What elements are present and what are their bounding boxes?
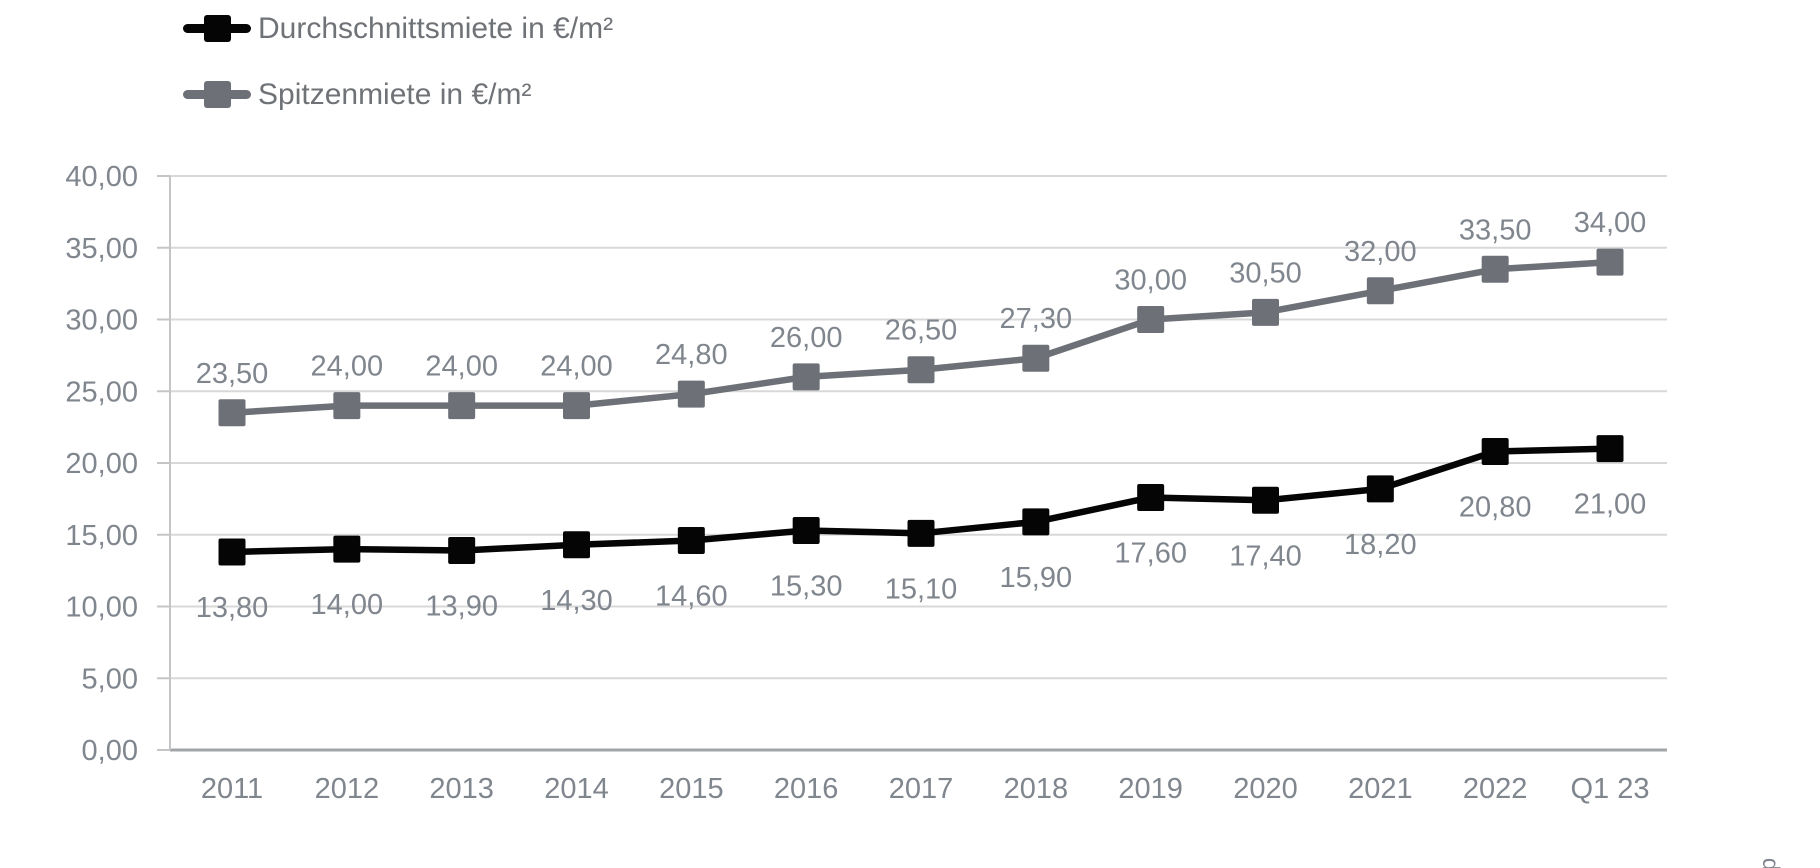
data-label: 15,90: [1000, 562, 1073, 594]
data-point-marker: [1596, 435, 1624, 463]
x-tick-label: 2014: [544, 773, 609, 805]
data-label: 17,60: [1114, 537, 1187, 569]
x-tick-label: 2020: [1233, 773, 1298, 805]
data-label: 20,80: [1459, 492, 1532, 524]
data-point-marker: [1137, 483, 1165, 511]
data-point-marker: [677, 380, 705, 408]
x-tick-label: Q1 23: [1571, 773, 1650, 805]
data-label: 24,80: [655, 339, 728, 371]
data-point-marker: [563, 531, 590, 559]
source-attribution: Quelle: NAI apollo group: [1755, 858, 1782, 868]
data-point-marker: [792, 516, 820, 544]
data-point-marker: [1252, 486, 1279, 514]
data-point-marker: [792, 363, 820, 391]
x-tick-label: 2018: [1004, 773, 1069, 805]
y-tick-label: 35,00: [65, 233, 138, 265]
data-label: 13,80: [196, 592, 269, 624]
x-tick-label: 2019: [1118, 773, 1183, 805]
data-label: 34,00: [1574, 207, 1647, 239]
data-label: 26,50: [885, 315, 958, 347]
legend-label-durchschnittsmiete: Durchschnittsmiete in €/m²: [258, 12, 614, 45]
legend-marker-durchschnittsmiete-icon: [183, 10, 251, 47]
data-point-marker: [1022, 344, 1050, 372]
data-point-marker: [1366, 475, 1394, 503]
y-tick-label: 25,00: [65, 376, 138, 408]
x-tick-label: 2017: [889, 773, 954, 805]
data-point-marker: [1481, 255, 1509, 283]
data-point-marker: [907, 519, 935, 547]
data-point-marker: [218, 538, 246, 566]
data-point-marker: [448, 537, 476, 565]
y-tick-label: 40,00: [65, 161, 138, 193]
data-label: 14,30: [540, 585, 613, 617]
data-point-marker: [677, 526, 705, 554]
data-label: 17,40: [1229, 540, 1302, 572]
data-point-marker: [1252, 298, 1279, 326]
data-label: 24,00: [425, 351, 498, 383]
data-label: 13,90: [425, 591, 498, 623]
data-label: 15,10: [885, 573, 958, 605]
data-point-marker: [563, 392, 590, 420]
data-point-marker: [333, 535, 361, 563]
data-label: 30,00: [1114, 265, 1187, 297]
data-point-marker: [1022, 508, 1050, 536]
y-tick-label: 10,00: [65, 592, 138, 624]
data-point-marker: [907, 356, 935, 384]
data-label: 21,00: [1574, 489, 1647, 521]
y-tick-label: 0,00: [82, 735, 138, 767]
data-point-marker: [448, 392, 476, 420]
y-tick-label: 15,00: [65, 520, 138, 552]
data-point-marker: [1137, 306, 1165, 333]
chart-legend: Durchschnittsmiete in €/m² Spitzenmiete …: [183, 10, 613, 113]
x-tick-label: 2013: [429, 773, 494, 805]
data-point-marker: [1596, 248, 1624, 276]
x-tick-label: 2022: [1463, 773, 1528, 805]
y-tick-label: 20,00: [65, 448, 138, 480]
y-tick-label: 5,00: [82, 663, 138, 695]
data-point-marker: [1481, 438, 1509, 466]
x-tick-label: 2011: [201, 773, 263, 805]
legend-item-durchschnittsmiete: Durchschnittsmiete in €/m²: [183, 10, 613, 47]
x-tick-label: 2016: [774, 773, 839, 805]
legend-item-spitzenmiete: Spitzenmiete in €/m²: [183, 76, 613, 113]
legend-marker-spitzenmiete-icon: [183, 76, 251, 113]
data-point-marker: [1366, 277, 1394, 305]
data-label: 18,20: [1344, 529, 1417, 561]
data-label: 33,50: [1459, 214, 1532, 246]
data-label: 14,60: [655, 580, 728, 612]
data-point-marker: [333, 392, 361, 420]
y-tick-label: 30,00: [65, 305, 138, 337]
x-tick-label: 2012: [315, 773, 380, 805]
data-label: 24,00: [540, 351, 613, 383]
x-tick-label: 2021: [1348, 773, 1413, 805]
x-tick-label: 2015: [659, 773, 724, 805]
data-label: 32,00: [1344, 236, 1417, 268]
data-label: 24,00: [311, 351, 384, 383]
legend-label-spitzenmiete: Spitzenmiete in €/m²: [258, 78, 532, 111]
data-label: 15,30: [770, 570, 843, 602]
data-label: 26,00: [770, 322, 843, 354]
data-label: 14,00: [311, 589, 384, 621]
data-point-marker: [218, 399, 246, 427]
data-label: 23,50: [196, 358, 269, 390]
data-label: 27,30: [1000, 303, 1073, 335]
data-label: 30,50: [1229, 257, 1302, 289]
